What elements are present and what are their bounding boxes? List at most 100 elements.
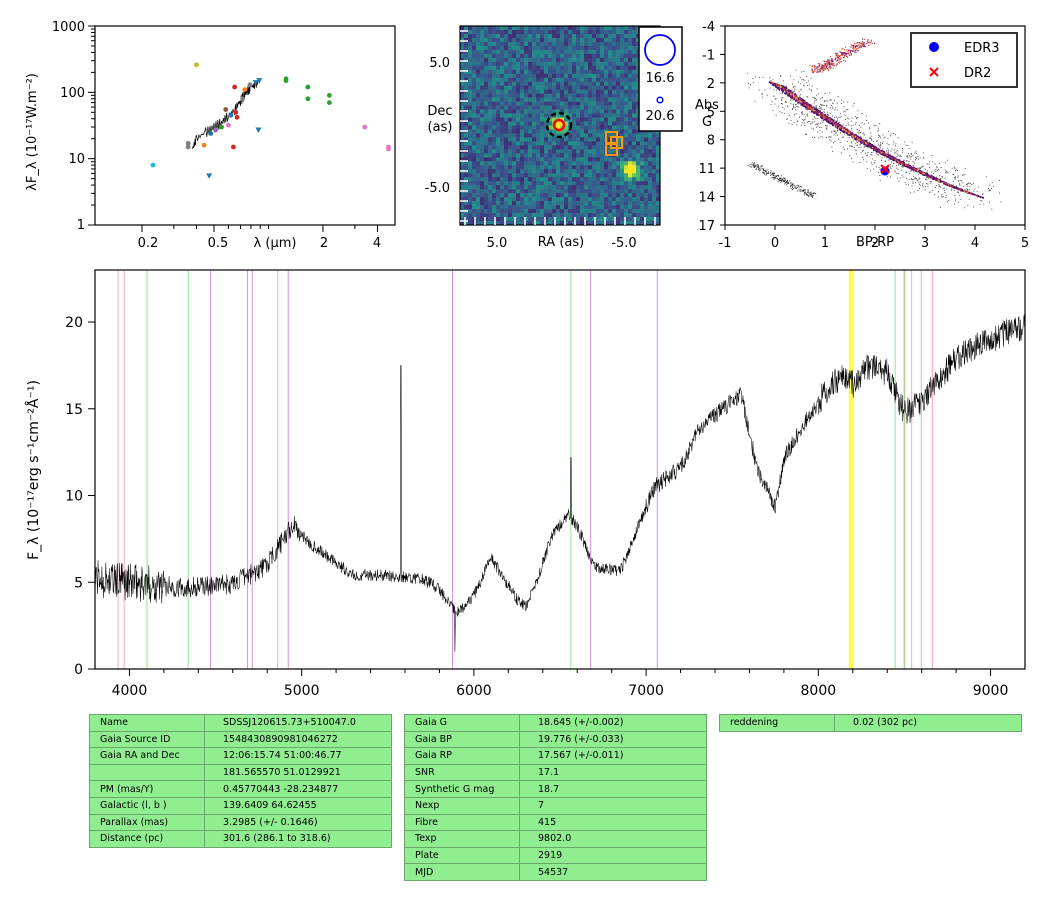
image-pixel xyxy=(620,101,625,106)
hrd-star xyxy=(945,197,947,198)
image-pixel xyxy=(588,49,593,55)
image-pixel xyxy=(588,121,593,126)
hrd-star xyxy=(889,157,891,159)
image-pixel xyxy=(520,69,525,75)
sed-point xyxy=(223,107,229,112)
image-pixel xyxy=(536,145,541,150)
image-pixel xyxy=(540,205,545,210)
image-pixel xyxy=(460,101,465,106)
image-pixel xyxy=(652,141,657,146)
image-pixel xyxy=(572,221,577,225)
image-pixel xyxy=(600,205,605,210)
image-pixel xyxy=(608,197,613,202)
hrd-star xyxy=(810,123,811,125)
image-pixel xyxy=(496,169,501,174)
hrd-star xyxy=(895,160,898,162)
image-pixel xyxy=(528,213,533,218)
hrd-star xyxy=(912,161,914,162)
image-pixel xyxy=(508,137,513,142)
hrd-star xyxy=(845,132,848,134)
hrd-star xyxy=(910,178,912,179)
image-pixel xyxy=(564,45,569,51)
hrd-star xyxy=(930,181,932,183)
hrd-star xyxy=(814,109,816,111)
image-pixel xyxy=(616,105,621,110)
image-pixel xyxy=(560,209,565,214)
image-pixel xyxy=(620,105,625,110)
image-pixel xyxy=(480,213,485,218)
image-pixel xyxy=(588,113,593,118)
hrd-star xyxy=(860,126,862,128)
hrd-star xyxy=(913,167,915,169)
hrd-star xyxy=(847,133,849,136)
hrd-star xyxy=(803,100,805,103)
hrd-star xyxy=(866,142,869,144)
image-pixel xyxy=(616,69,621,75)
image-pixel xyxy=(496,221,501,225)
image-pixel xyxy=(624,53,629,59)
hrd-star xyxy=(953,174,954,176)
hrd-star xyxy=(826,125,828,127)
image-pixel xyxy=(648,161,653,166)
image-pixel xyxy=(580,113,585,118)
image-pixel xyxy=(572,189,577,194)
image-pixel xyxy=(652,181,657,186)
image-pixel xyxy=(596,49,601,55)
hrd-star xyxy=(875,150,878,152)
hrd-star xyxy=(828,122,831,124)
image-pixel xyxy=(548,157,553,162)
hrd-star xyxy=(843,127,845,129)
image-pixel xyxy=(616,109,621,114)
image-pixel xyxy=(520,177,525,182)
image-pixel xyxy=(552,141,557,146)
hrd-star xyxy=(761,93,763,95)
hrd-star xyxy=(955,185,957,187)
hrd-star xyxy=(801,103,803,105)
hrd-star xyxy=(844,111,846,113)
image-pixel xyxy=(584,26,589,31)
image-pixel xyxy=(620,153,625,158)
image-pixel xyxy=(528,201,533,206)
image-pixel xyxy=(496,113,501,118)
image-pixel xyxy=(576,193,581,198)
image-pixel xyxy=(644,213,649,218)
image-pixel xyxy=(636,189,641,194)
image-pixel xyxy=(468,177,473,182)
source-circle-inner xyxy=(552,118,566,132)
hrd-star xyxy=(1000,201,1002,203)
image-pixel xyxy=(584,209,589,214)
image-pixel xyxy=(476,61,481,67)
hrd-star xyxy=(855,123,856,125)
hrd-star xyxy=(810,106,813,109)
image-pixel xyxy=(552,101,557,106)
image-pixel xyxy=(536,69,541,75)
hrd-star xyxy=(828,119,831,121)
hrd-star xyxy=(884,161,886,163)
image-pixel xyxy=(540,41,545,47)
image-pixel xyxy=(468,33,473,39)
hrd-star xyxy=(856,117,857,119)
hrd-star xyxy=(851,145,852,147)
image-pixel xyxy=(552,57,557,63)
image-pixel xyxy=(648,213,653,218)
image-pixel xyxy=(536,29,541,35)
image-pixel xyxy=(528,129,533,134)
hrd-star xyxy=(806,114,808,116)
image-pixel xyxy=(480,41,485,47)
image-pixel xyxy=(608,33,613,39)
image-pixel xyxy=(520,181,525,186)
image-pixel xyxy=(512,209,517,214)
image-pixel xyxy=(584,41,589,47)
image-y-axis-label: (as) xyxy=(428,120,453,135)
hrd-star xyxy=(881,143,883,144)
image-pixel xyxy=(616,37,621,43)
image-pixel xyxy=(592,173,597,178)
image-pixel xyxy=(488,73,493,79)
hrd-star xyxy=(923,174,926,176)
image-pixel xyxy=(560,41,565,47)
image-pixel xyxy=(540,185,545,190)
hrd-star xyxy=(939,175,941,177)
image-pixel xyxy=(556,45,561,51)
image-pixel xyxy=(512,45,517,51)
image-pixel xyxy=(560,113,565,118)
